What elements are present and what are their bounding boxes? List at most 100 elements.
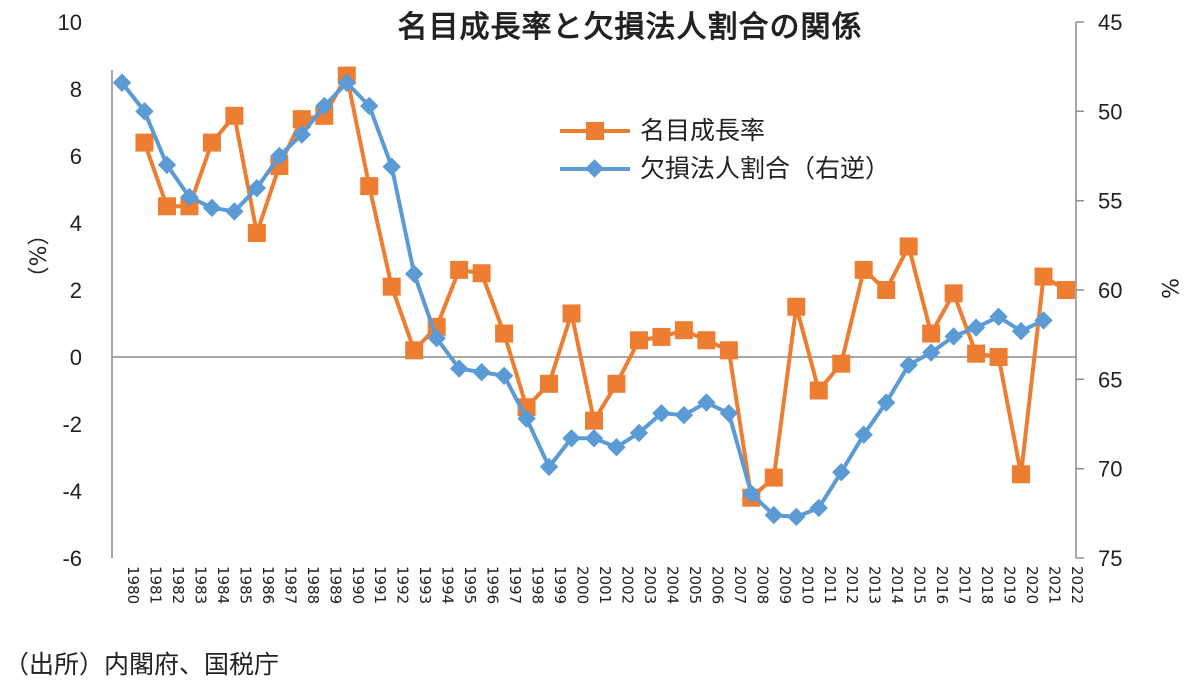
square-marker <box>1012 465 1031 484</box>
square-marker <box>944 284 963 303</box>
diamond-marker <box>764 505 784 525</box>
diamond-marker <box>427 329 446 348</box>
diamond-marker <box>854 425 873 444</box>
diamond-marker <box>787 507 806 527</box>
square-marker <box>989 348 1008 366</box>
diamond-marker <box>629 423 649 443</box>
y-tick-left: 4 <box>70 211 82 236</box>
y-tick-left: -2 <box>62 412 82 437</box>
diamond-marker <box>944 327 963 346</box>
y-tick-left: -4 <box>62 479 82 504</box>
x-tick: 1988 <box>304 566 322 604</box>
diamond-marker <box>404 264 424 284</box>
x-tick: 1994 <box>439 566 457 604</box>
x-tick: 2005 <box>686 566 704 604</box>
legend-label: 欠損法人割合（右逆） <box>640 154 891 183</box>
x-tick: 2001 <box>596 566 614 604</box>
x-tick: 1982 <box>169 566 187 604</box>
diamond-marker <box>292 125 312 144</box>
diamond-marker <box>247 178 267 198</box>
diamond-marker <box>315 96 334 116</box>
x-tick: 2015 <box>911 566 929 604</box>
diamond-marker <box>382 157 401 176</box>
square-marker <box>562 304 581 323</box>
square-marker <box>854 260 873 279</box>
diamond-marker <box>1034 311 1053 330</box>
square-marker <box>629 331 648 350</box>
square-marker <box>540 374 559 393</box>
x-tick: 1984 <box>214 566 232 604</box>
diamond-marker <box>225 202 244 221</box>
legend-item-loss-corp-ratio: 欠損法人割合（右逆） <box>560 150 890 188</box>
diamond-marker <box>652 404 671 423</box>
legend-label: 名目成長率 <box>640 116 766 145</box>
diamond-marker <box>360 96 379 116</box>
diamond-marker <box>337 73 356 92</box>
y-tick-right: 65 <box>1098 367 1122 392</box>
x-tick: 2003 <box>641 566 659 604</box>
square-marker <box>225 106 244 125</box>
x-tick: 2010 <box>798 566 816 604</box>
square-marker <box>1057 281 1075 299</box>
x-tick: 2006 <box>708 566 726 604</box>
diamond-marker <box>607 438 626 457</box>
x-tick: 1990 <box>349 566 367 604</box>
diamond-marker <box>135 102 154 121</box>
x-tick: 2018 <box>978 566 996 604</box>
x-tick: 2013 <box>866 566 884 604</box>
y-tick-right: 50 <box>1098 99 1122 124</box>
y-tick-left: 10 <box>58 10 82 35</box>
diamond-marker <box>270 146 289 166</box>
square-marker <box>607 374 626 393</box>
x-tick: 1980 <box>124 566 142 604</box>
diamond-marker <box>876 393 896 412</box>
chart-title: 名目成長率と欠損法人割合の関係 <box>397 10 863 45</box>
diamond-marker <box>494 366 514 385</box>
square-marker <box>202 133 221 152</box>
diamond-marker <box>539 457 559 477</box>
x-tick: 1983 <box>191 566 209 604</box>
diamond-marker <box>697 393 716 412</box>
diamond-marker <box>157 155 177 175</box>
x-tick: 2012 <box>843 566 861 604</box>
square-marker <box>157 197 176 216</box>
x-tick: 1997 <box>506 566 524 604</box>
diamond-marker <box>180 187 199 207</box>
x-tick: 2002 <box>618 566 636 604</box>
square-marker <box>719 341 738 360</box>
diamond-marker <box>674 405 694 425</box>
square-marker <box>877 281 896 299</box>
series-nominal-growth <box>135 66 1075 507</box>
y-tick-right: 45 <box>1098 10 1122 35</box>
legend-item-nominal-growth: 名目成長率 <box>560 112 890 150</box>
source-note: （出所）内閣府、国税庁 <box>4 650 280 679</box>
square-marker <box>360 177 379 196</box>
square-marker <box>495 324 514 343</box>
x-tick: 1993 <box>416 566 434 604</box>
square-marker-icon <box>560 121 630 141</box>
y-tick-left: 2 <box>70 278 82 303</box>
square-marker <box>899 237 918 256</box>
diamond-marker <box>584 429 604 448</box>
x-tick: 1999 <box>551 566 569 604</box>
square-marker <box>135 133 154 152</box>
diamond-marker <box>832 463 851 482</box>
diamond-marker <box>472 362 491 382</box>
x-tick: 2011 <box>821 566 839 604</box>
x-tick: 1996 <box>484 566 502 604</box>
x-tick: 2009 <box>776 566 794 604</box>
y-tick-right: 70 <box>1098 457 1122 482</box>
x-tick: 1986 <box>259 566 277 604</box>
diamond-marker <box>742 484 761 503</box>
x-tick: 2004 <box>663 566 681 604</box>
legend: 名目成長率 欠損法人割合（右逆） <box>560 112 890 188</box>
y-axis-label-left: （%） <box>23 223 49 289</box>
x-tick: 2016 <box>933 566 951 604</box>
square-marker <box>450 260 469 279</box>
x-tick: 2017 <box>956 566 974 604</box>
diamond-marker <box>809 498 828 518</box>
x-tick: 2008 <box>753 566 771 604</box>
diamond-marker <box>449 359 469 378</box>
y-tick-left: -6 <box>62 546 82 571</box>
x-tick: 2021 <box>1046 566 1064 604</box>
